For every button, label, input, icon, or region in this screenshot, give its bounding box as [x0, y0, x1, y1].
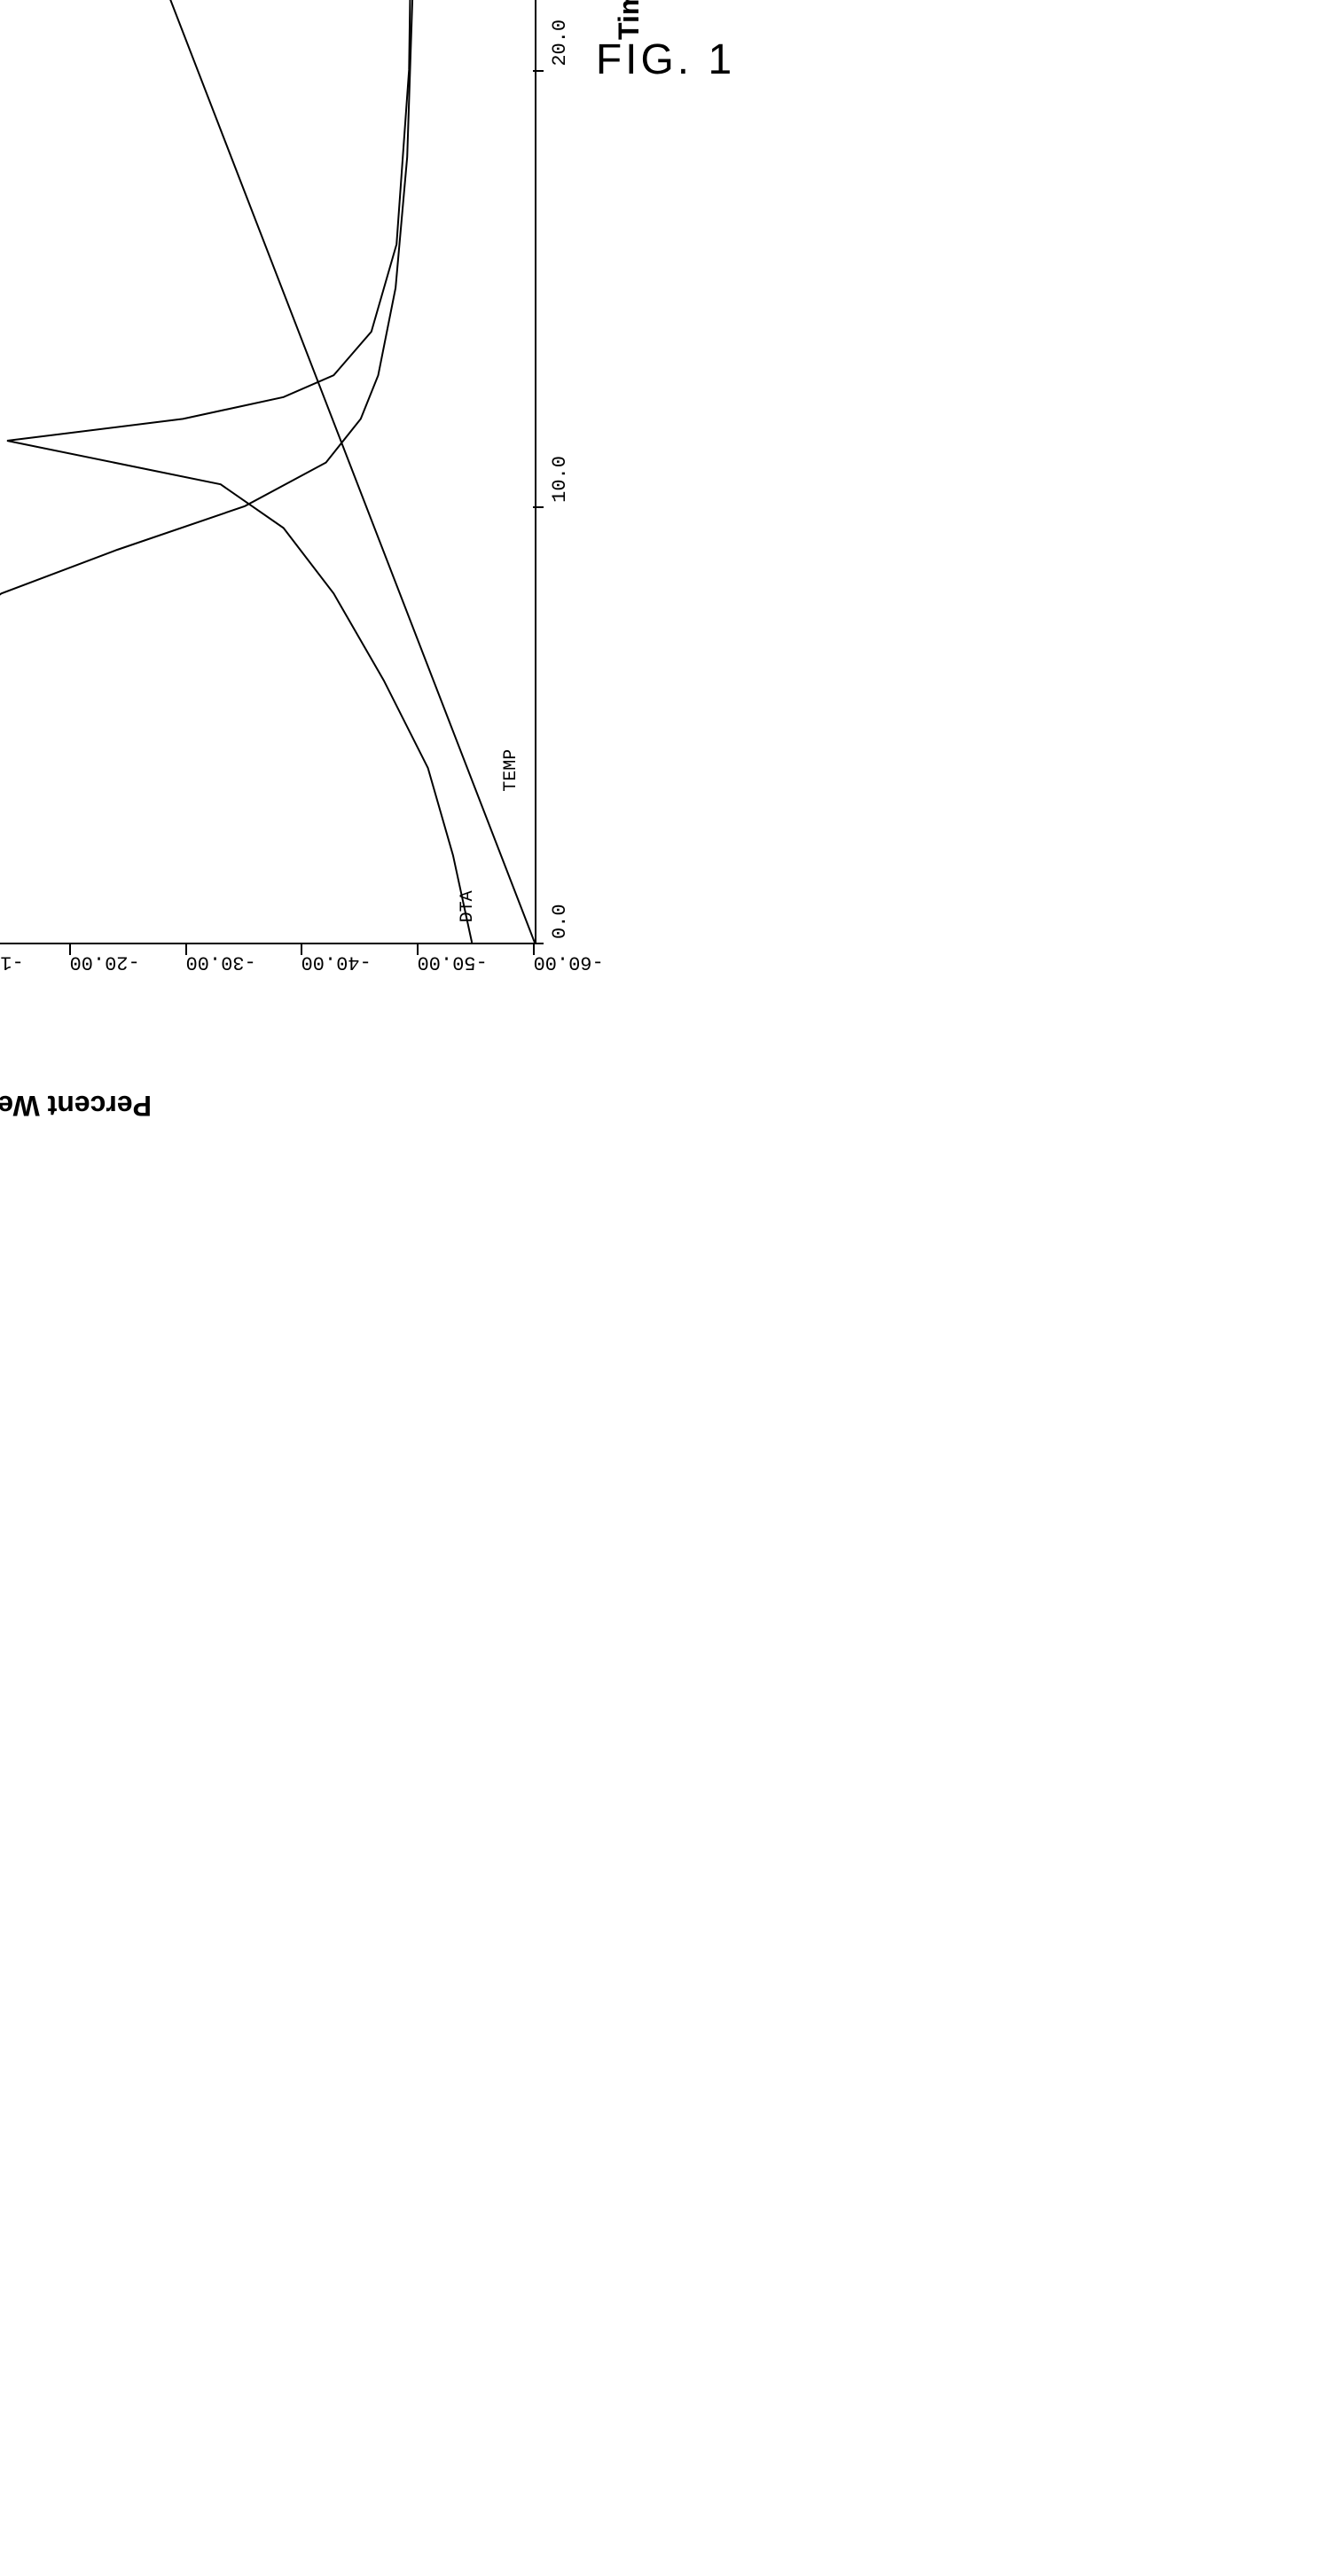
x-tick-label: 10.0 — [549, 456, 571, 503]
dta-label: DTA — [458, 890, 478, 922]
x-tick-label: 0.0 — [549, 904, 571, 939]
tg-curve — [0, 0, 424, 943]
y-left-tick-label: -40.00 — [301, 951, 425, 974]
figure-container: FIG. 1 Time (min) Percent Weight Loss Te… — [36, 35, 1296, 2443]
y-left-tick-label: -30.00 — [185, 951, 309, 974]
temp-curve — [0, 0, 535, 943]
temp-label: TEMP — [500, 749, 521, 792]
x-axis-label: Time (min) — [613, 0, 646, 40]
y-left-axis-label: Percent Weight Loss — [0, 1089, 152, 1122]
x-tick-mark — [533, 70, 544, 72]
y-left-tick-label: -50.00 — [417, 951, 541, 974]
y-left-tick-label: -20.00 — [69, 951, 193, 974]
y-left-tick-label: -60.00 — [533, 951, 657, 974]
plot-svg — [0, 0, 535, 943]
dta-curve — [7, 0, 472, 943]
y-left-tick-label: -10.00 — [0, 951, 77, 974]
x-tick-label: 20.0 — [549, 20, 571, 67]
plot-frame — [0, 0, 536, 944]
chart-rotated-wrapper: Time (min) Percent Weight Loss Temperatu… — [0, 0, 1331, 1104]
x-tick-mark — [533, 506, 544, 508]
